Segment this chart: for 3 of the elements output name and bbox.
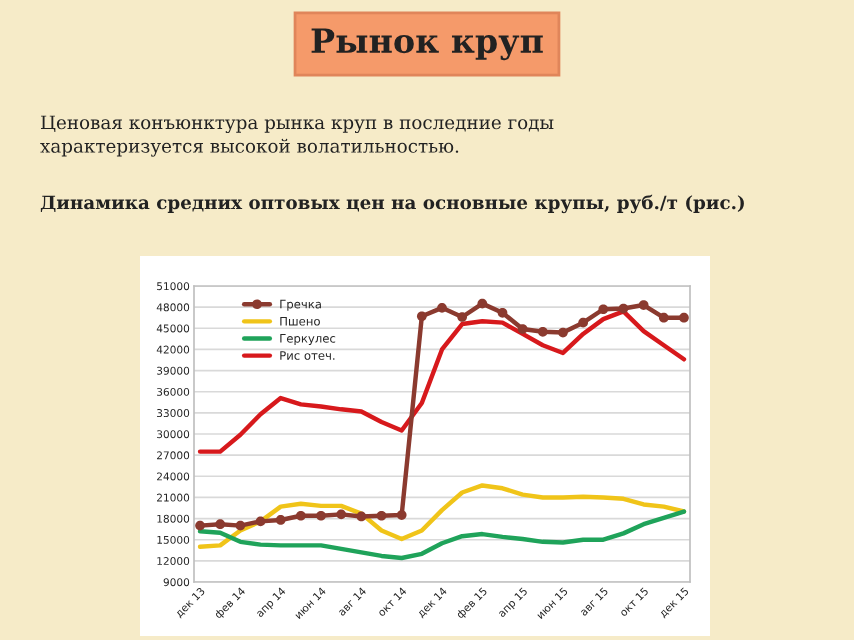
chart-subtitle: Ценовая конъюнктура рынка круп в последние годы характеризуется высокой волатильностью. [40, 115, 554, 157]
chart-title: Рынок круп [311, 28, 543, 61]
text: Динамика средних оптовых цен на основные крупы, руб./т (рис.) [40, 194, 744, 214]
